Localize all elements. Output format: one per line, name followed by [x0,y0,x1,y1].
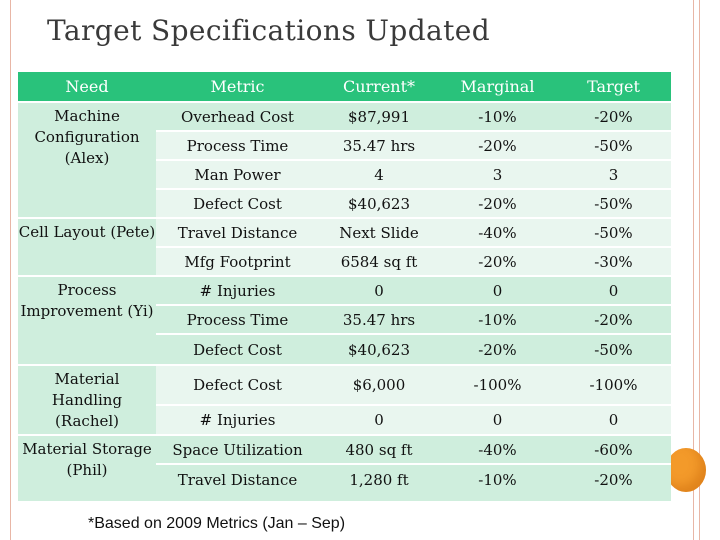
target-cell: -60% [556,434,671,464]
table-row: Mfg Footprint 6584 sq ft -20% -30% [18,246,671,276]
target-cell: -50% [556,333,671,365]
metric-cell: # Injuries [156,275,319,305]
target-cell: 3 [556,159,671,189]
marginal-cell: -40% [439,434,556,464]
table-row: Process Improvement (Yi) # Injuries 0 0 … [18,275,671,365]
need-cell: Material Storage (Phil) [18,434,156,501]
target-cell: -100% [556,364,671,405]
current-cell: 6584 sq ft [319,246,439,276]
table-row: # Injuries 0 0 0 [18,404,671,435]
current-cell: 1,280 ft [319,463,439,501]
current-cell: 4 [319,159,439,189]
current-cell: 0 [319,275,439,305]
table-row: Material Storage (Phil) Space Utilizatio… [18,434,671,501]
marginal-cell: -20% [439,130,556,160]
metric-cell: Travel Distance [156,463,319,501]
marginal-cell: 0 [439,275,556,305]
need-cell: Process Improvement (Yi) [18,275,156,365]
footnote: *Based on 2009 Metrics (Jan – Sep) [88,515,346,532]
need-cell: Machine Configuration (Alex) [18,101,156,218]
target-cell: -50% [556,217,671,247]
slide-title: Target Specifications Updated [47,14,491,47]
target-cell: -20% [556,304,671,334]
header-target: Target [556,72,671,102]
target-cell: 0 [556,275,671,305]
table-row: Defect Cost $40,623 -20% -50% [18,333,671,365]
slide-frame-left-line [10,0,11,540]
marginal-cell: 0 [439,404,556,435]
table-header-row: Need Metric Current* Marginal Target [18,72,671,102]
marginal-cell: -20% [439,333,556,365]
marginal-cell: -10% [439,304,556,334]
table-row: Travel Distance 1,280 ft -10% -20% [18,463,671,501]
need-cell: Cell Layout (Pete) [18,217,156,276]
metric-cell: Mfg Footprint [156,246,319,276]
slide-frame-right-line [693,0,694,540]
metric-cell: Travel Distance [156,217,319,247]
need-cell: Material Handling (Rachel) [18,364,156,435]
header-metric: Metric [156,72,319,102]
target-cell: -20% [556,101,671,131]
header-need: Need [18,72,156,102]
marginal-cell: -20% [439,246,556,276]
marginal-cell: -10% [439,463,556,501]
metric-cell: Defect Cost [156,364,319,405]
table-row: Process Time 35.47 hrs -20% -50% [18,130,671,160]
metric-cell: Process Time [156,130,319,160]
target-cell: -50% [556,188,671,218]
table-row: Process Time 35.47 hrs -10% -20% [18,304,671,334]
current-cell: $40,623 [319,188,439,218]
table-row: Defect Cost $40,623 -20% -50% [18,188,671,218]
current-cell: $40,623 [319,333,439,365]
table-row: Machine Configuration (Alex) Overhead Co… [18,101,671,218]
marginal-cell: -20% [439,188,556,218]
current-cell: $6,000 [319,364,439,405]
marginal-cell: -40% [439,217,556,247]
decorative-orb-icon [666,448,706,492]
marginal-cell: -100% [439,364,556,405]
current-cell: 35.47 hrs [319,304,439,334]
metric-cell: Overhead Cost [156,101,319,131]
table-row: Man Power 4 3 3 [18,159,671,189]
header-marginal: Marginal [439,72,556,102]
metric-cell: Man Power [156,159,319,189]
target-specifications-table: Need Metric Current* Marginal Target Mac… [18,72,671,501]
marginal-cell: 3 [439,159,556,189]
current-cell: $87,991 [319,101,439,131]
current-cell: 480 sq ft [319,434,439,464]
slide-frame-right-line-outer [699,0,700,540]
table-row: Cell Layout (Pete) Travel Distance Next … [18,217,671,276]
metric-cell: Process Time [156,304,319,334]
table-row: Material Handling (Rachel) Defect Cost $… [18,364,671,435]
target-cell: -50% [556,130,671,160]
current-cell: 35.47 hrs [319,130,439,160]
target-cell: -20% [556,463,671,501]
metric-cell: # Injuries [156,404,319,435]
header-current: Current* [319,72,439,102]
target-cell: 0 [556,404,671,435]
metric-cell: Defect Cost [156,188,319,218]
current-cell: 0 [319,404,439,435]
target-cell: -30% [556,246,671,276]
current-cell: Next Slide [319,217,439,247]
metric-cell: Space Utilization [156,434,319,464]
marginal-cell: -10% [439,101,556,131]
metric-cell: Defect Cost [156,333,319,365]
